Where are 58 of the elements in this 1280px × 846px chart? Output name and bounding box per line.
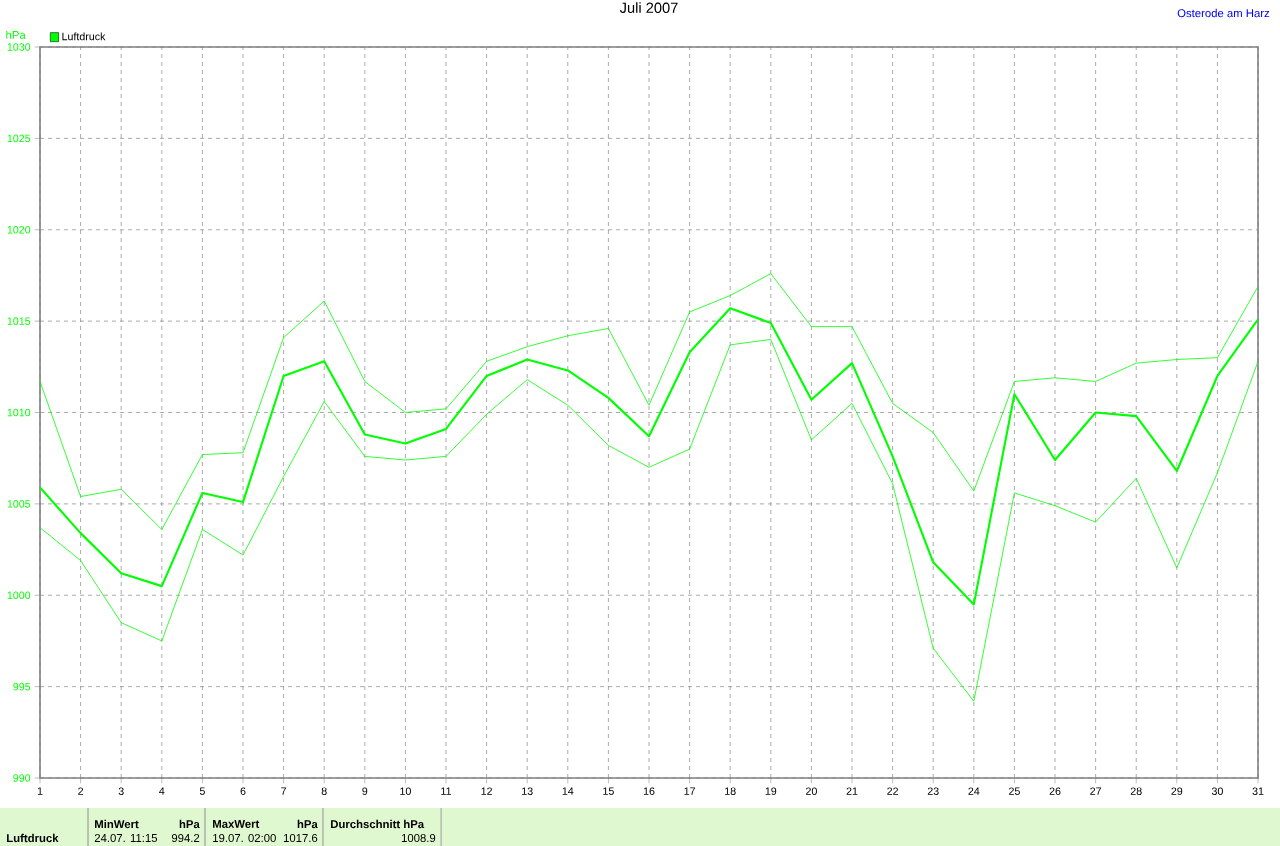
x-tick-label: 17	[684, 787, 695, 795]
x-tick-label: 23	[927, 787, 939, 795]
y-tick-label: 1000	[7, 591, 31, 600]
line-series	[40, 273, 1259, 530]
x-tick-label: 10	[400, 787, 411, 795]
x-tick-label: 1	[37, 787, 43, 795]
chart-title: Juli 2007	[619, 2, 678, 13]
y-tick-label: 990	[13, 774, 31, 782]
text: Durchschnitt hPa	[331, 819, 425, 829]
text: 994.2	[171, 834, 200, 843]
x-tick-label: 26	[1049, 787, 1061, 795]
x-tick-label: 28	[1130, 787, 1142, 795]
x-tick-label: 18	[725, 787, 736, 795]
line-series	[40, 307, 1259, 606]
x-tick-label: 7	[281, 787, 287, 795]
legend-label: Luftdruck	[62, 32, 106, 41]
text: MaxWert	[213, 820, 260, 828]
text: hPa	[179, 819, 200, 829]
x-tick-label: 14	[562, 787, 574, 795]
y-tick-label: 1010	[7, 408, 31, 417]
line-series	[40, 339, 1259, 702]
x-tick-label: 16	[643, 787, 655, 795]
text: 1017.6	[283, 834, 318, 843]
y-tick-label: 1015	[7, 317, 31, 325]
x-tick-label: 8	[321, 787, 327, 795]
x-tick-label: 24	[968, 787, 980, 795]
text: 1008.9	[401, 834, 436, 843]
x-tick-label: 25	[1009, 787, 1020, 795]
x-tick-label: 29	[1171, 787, 1183, 795]
x-tick-label: 31	[1252, 787, 1264, 795]
x-tick-label: 9	[362, 787, 368, 795]
x-tick-label: 6	[240, 787, 246, 795]
x-tick-label: 5	[199, 787, 205, 795]
y-tick-label: 995	[13, 682, 31, 691]
text: Osterode am Harz	[1177, 8, 1270, 18]
x-tick-label: 2	[78, 787, 84, 795]
text: hPa	[297, 819, 318, 829]
x-tick-label: 11	[441, 787, 452, 795]
y-axis-title: hPa	[6, 30, 26, 39]
text: 19.07. 02:00	[213, 834, 276, 843]
text: Luftdruck	[7, 833, 59, 843]
x-tick-label: 20	[806, 787, 817, 795]
x-tick-label: 13	[522, 787, 533, 795]
x-tick-label: 15	[603, 787, 614, 795]
y-tick-label: 1025	[7, 134, 31, 143]
x-tick-label: 19	[765, 787, 777, 795]
x-tick-label: 22	[887, 787, 899, 795]
x-tick-label: 27	[1090, 787, 1102, 795]
y-tick-label: 1005	[7, 500, 31, 508]
y-tick-label: 1020	[7, 225, 31, 234]
y-tick-label: 1030	[7, 43, 31, 51]
text: 24.07. 11:15	[94, 834, 158, 843]
x-tick-label: 30	[1211, 787, 1223, 795]
x-tick-label: 21	[846, 787, 858, 795]
x-tick-label: 3	[118, 787, 124, 795]
text: MinWert	[95, 819, 139, 829]
x-tick-label: 4	[159, 787, 165, 795]
x-tick-label: 12	[481, 787, 492, 795]
